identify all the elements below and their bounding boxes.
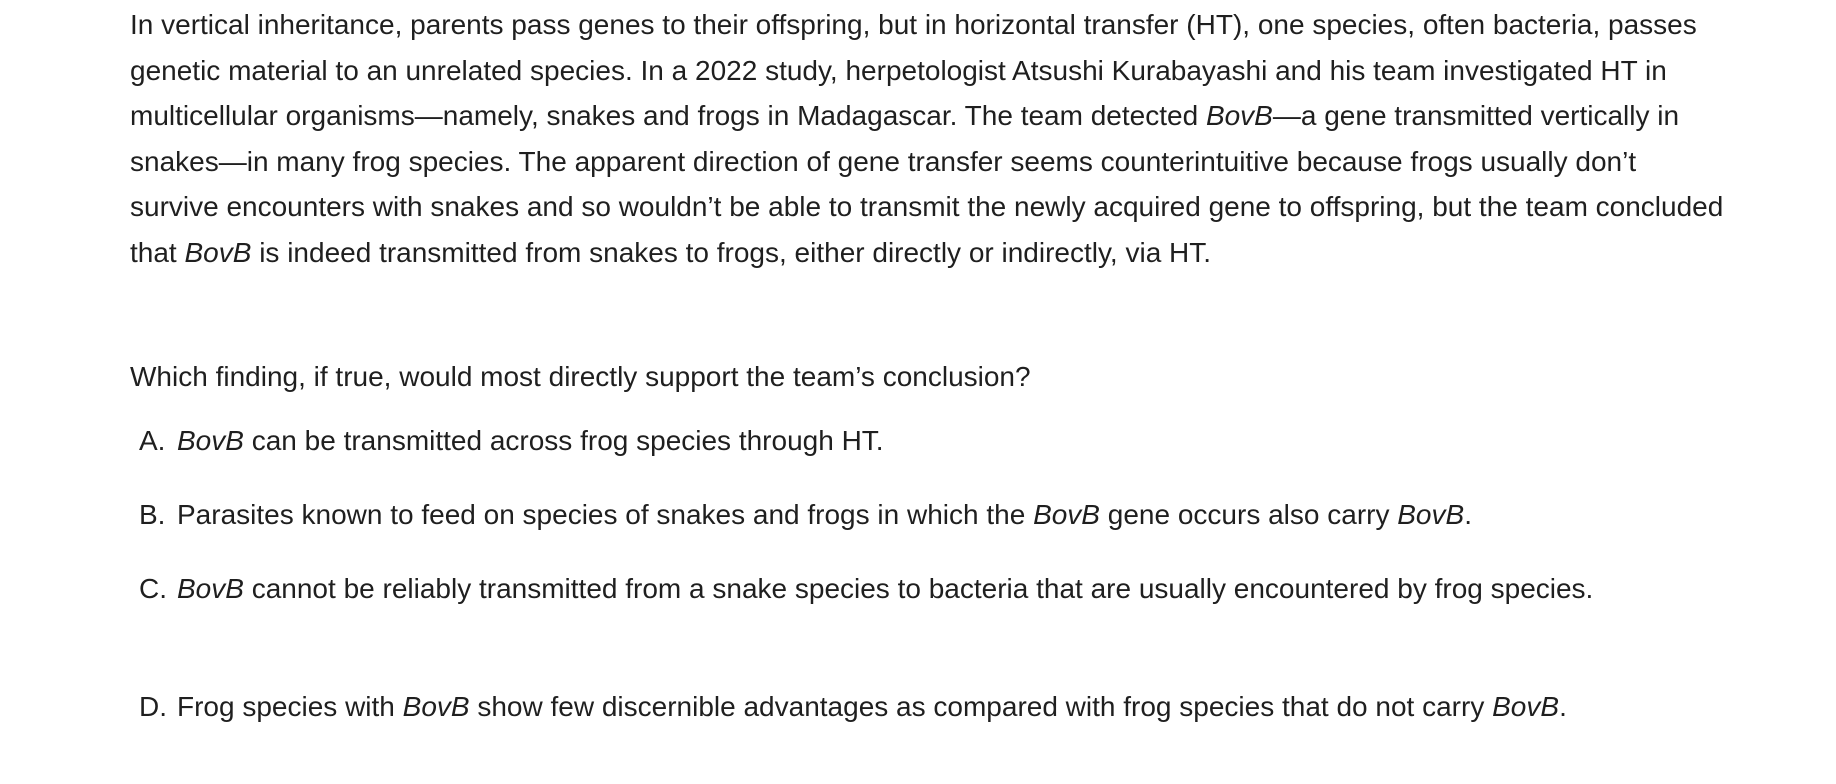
- gene-name: BovB: [184, 236, 252, 268]
- choice-text-part: Frog species with: [177, 691, 403, 722]
- gene-name: BovB: [1205, 100, 1273, 131]
- choice-b[interactable]: B. Parasites known to feed on species of…: [139, 492, 1759, 538]
- passage: In vertical inheritance, parents pass ge…: [130, 2, 1730, 275]
- gene-name: BovB: [402, 691, 470, 722]
- choice-letter: A.: [139, 425, 166, 456]
- gene-name: BovB: [1033, 499, 1100, 530]
- choice-d[interactable]: D. Frog species with BovB show few disce…: [139, 684, 1759, 730]
- choice-letter: C.: [139, 573, 167, 604]
- gene-name: BovB: [1397, 499, 1465, 530]
- gene-name: BovB: [177, 425, 244, 456]
- passage-text-1: In vertical inheritance, parents pass ge…: [130, 9, 1697, 131]
- question-stem: Which finding, if true, would most direc…: [130, 361, 1031, 392]
- choice-text: BovB cannot be reliably transmitted from…: [177, 566, 1759, 612]
- choice-letter: D.: [139, 691, 167, 722]
- choice-text-part: show few discernible advantages as compa…: [469, 691, 1493, 722]
- gene-name: BovB: [1492, 691, 1560, 722]
- choice-text-part: .: [1464, 499, 1472, 530]
- choice-text-part: .: [1559, 691, 1567, 722]
- choice-text-part: can be transmitted across frog species t…: [243, 425, 884, 456]
- passage-text-3: is indeed transmitted from snakes to fro…: [251, 236, 1212, 268]
- passage-text-2: —a gene transmitted vertically in snakes…: [130, 100, 1724, 268]
- gene-name: BovB: [177, 573, 244, 604]
- choice-text-part: Parasites known to feed on species of sn…: [177, 499, 1034, 530]
- choice-text: Frog species with BovB show few discerni…: [177, 684, 1759, 730]
- choice-text-part: cannot be reliably transmitted from a sn…: [243, 573, 1594, 604]
- choice-a[interactable]: A. BovB can be transmitted across frog s…: [139, 418, 1759, 464]
- choice-c[interactable]: C. BovB cannot be reliably transmitted f…: [139, 566, 1759, 612]
- choice-letter: B.: [139, 499, 166, 530]
- choice-text-part: gene occurs also carry: [1100, 499, 1398, 530]
- choice-text: BovB can be transmitted across frog spec…: [177, 418, 1759, 464]
- choice-text: Parasites known to feed on species of sn…: [177, 492, 1759, 538]
